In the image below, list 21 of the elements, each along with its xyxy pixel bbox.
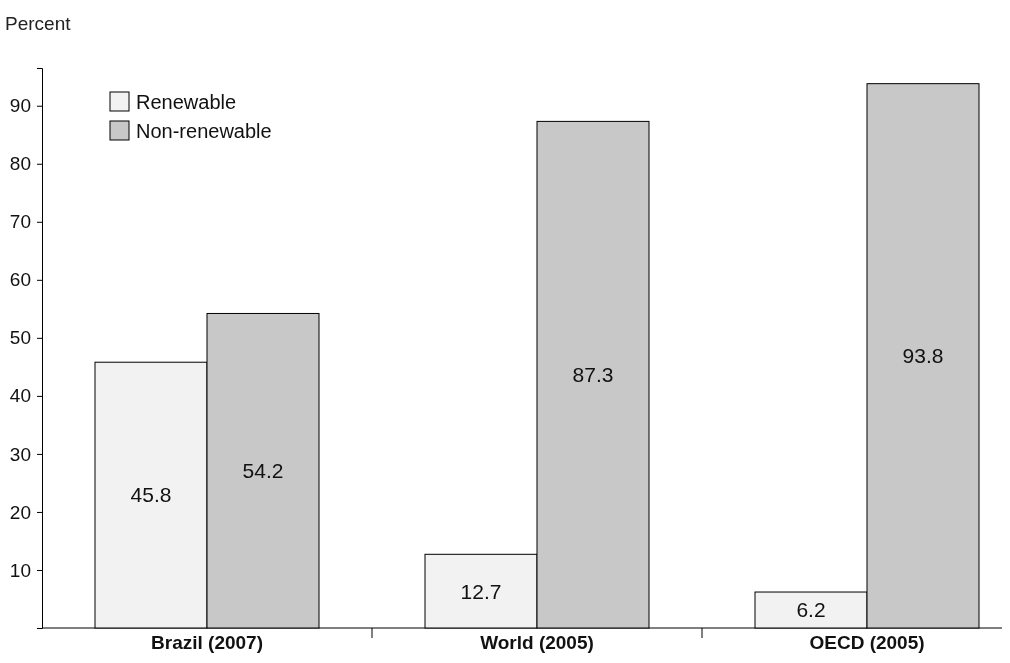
x-tick-label: Brazil (2007) <box>151 632 263 654</box>
data-label: 87.3 <box>572 363 614 387</box>
data-label: 54.2 <box>242 459 284 483</box>
y-tick-label: 40 <box>9 385 31 407</box>
y-axis-title: Percent <box>5 13 72 34</box>
legend-label: Non-renewable <box>136 120 272 142</box>
y-tick-label: 20 <box>9 501 31 523</box>
y-tick-label: 60 <box>9 269 31 291</box>
y-tick-label: 70 <box>9 211 31 233</box>
y-tick-label: 80 <box>9 153 31 175</box>
data-label: 93.8 <box>902 344 944 368</box>
data-label: 12.7 <box>460 579 502 603</box>
data-label: 6.2 <box>796 598 826 622</box>
data-label: 45.8 <box>130 483 172 507</box>
y-tick-label: 30 <box>9 443 31 465</box>
y-tick-label: 50 <box>9 327 31 349</box>
legend-label: Renewable <box>136 91 237 113</box>
y-tick-label: 10 <box>9 559 31 581</box>
x-tick-label: World (2005) <box>480 632 594 654</box>
x-tick-label: OECD (2005) <box>809 632 925 654</box>
y-tick-label: 90 <box>9 95 31 117</box>
